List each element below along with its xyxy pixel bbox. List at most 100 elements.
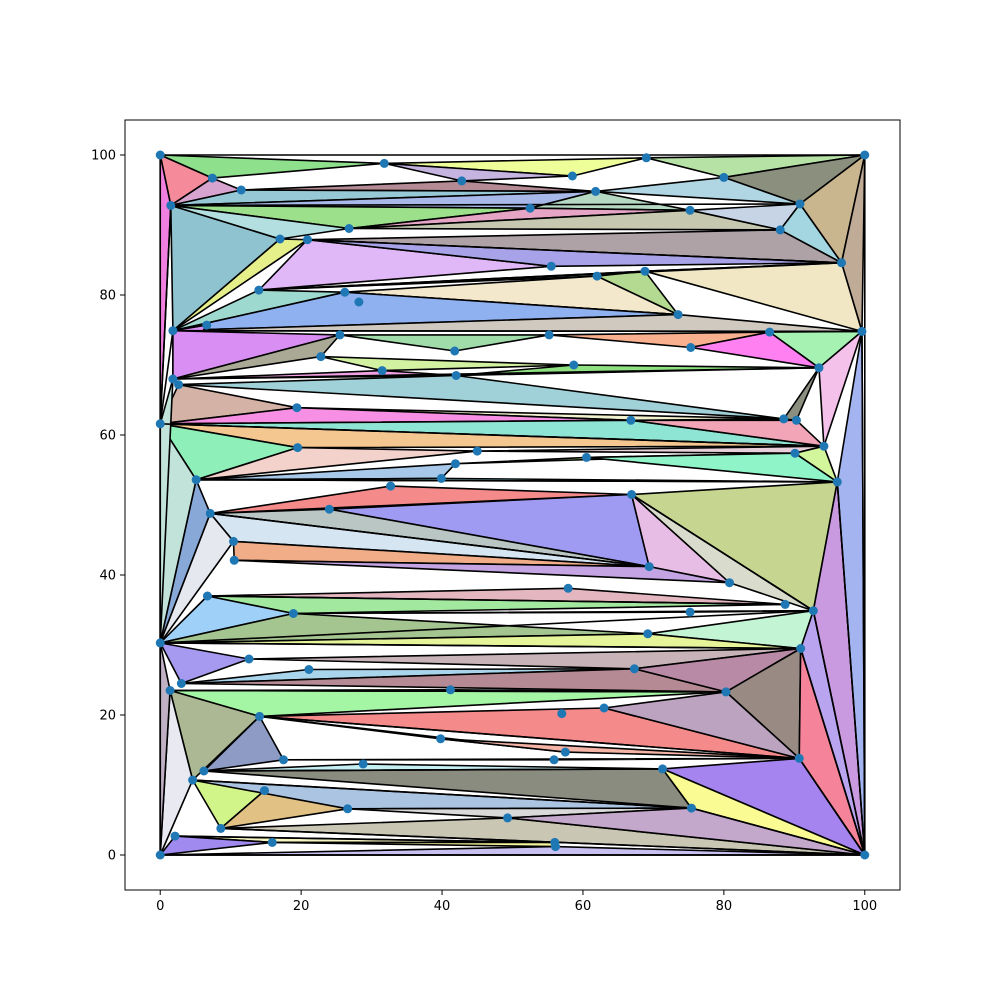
data-point-10 (236, 185, 246, 195)
data-point-62 (229, 555, 239, 565)
data-point-71 (643, 629, 653, 639)
data-point-55 (832, 477, 842, 487)
data-point-85 (560, 747, 570, 757)
data-point-74 (244, 654, 254, 664)
data-point-66 (202, 591, 212, 601)
triangle-76 (292, 609, 815, 615)
triangle-36 (339, 334, 550, 352)
edge-11 (160, 609, 814, 644)
data-point-8 (457, 176, 467, 186)
data-point-88 (549, 755, 559, 765)
triangle-89 (603, 691, 801, 760)
data-point-41 (168, 374, 178, 384)
data-point-43 (292, 403, 302, 413)
data-point-96 (503, 813, 513, 823)
data-point-20 (837, 258, 847, 268)
data-point-40 (451, 371, 461, 380)
data-point-51 (790, 448, 800, 458)
data-point-92 (188, 775, 198, 785)
data-point-78 (165, 686, 175, 695)
data-point-93 (260, 786, 269, 796)
data-point-94 (343, 804, 353, 814)
data-point-44 (626, 415, 636, 425)
data-point-19 (302, 235, 312, 245)
data-point-80 (721, 687, 731, 697)
y-tick-label-4: 80 (99, 289, 116, 304)
data-point-35 (450, 346, 460, 356)
edge-18 (812, 610, 866, 856)
data-point-79 (446, 685, 455, 695)
data-point-38 (814, 363, 824, 373)
data-point-58 (627, 490, 637, 499)
data-point-1 (860, 150, 870, 160)
edge-4 (170, 203, 800, 207)
triangle-93 (203, 715, 285, 772)
data-point-61 (229, 536, 238, 546)
edge-10 (196, 478, 838, 483)
edge-24 (258, 262, 842, 291)
data-point-34 (686, 343, 696, 352)
data-point-81 (599, 703, 609, 713)
data-point-5 (641, 153, 651, 163)
triangle-71 (159, 512, 235, 644)
data-point-0 (155, 150, 165, 160)
data-point-24 (254, 285, 264, 295)
data-point-76 (629, 664, 639, 674)
triangle-54 (195, 446, 479, 481)
edge-5 (159, 205, 172, 424)
x-tick-label-0: 0 (156, 899, 164, 914)
data-point-75 (304, 665, 314, 674)
edge-26 (210, 512, 650, 568)
data-point-47 (155, 419, 165, 429)
data-point-89 (358, 759, 368, 769)
triangle-94 (282, 757, 801, 761)
data-point-60 (324, 504, 334, 514)
edge-32 (175, 835, 555, 844)
edge-7 (159, 330, 174, 424)
edge-28 (259, 715, 800, 760)
data-point-54 (191, 475, 201, 485)
edge-17 (836, 481, 866, 856)
data-point-82 (557, 709, 567, 719)
edge-16 (861, 331, 866, 856)
data-point-53 (450, 459, 460, 469)
plot-area-frame (124, 119, 901, 891)
y-tick-label-1: 20 (99, 709, 116, 724)
y-tick-label-3: 60 (99, 429, 116, 444)
data-point-86 (794, 753, 804, 763)
triangles-layer (159, 154, 866, 856)
triangle-58 (794, 445, 839, 483)
data-point-22 (640, 266, 650, 276)
triangle-20 (169, 204, 350, 240)
edge-25 (631, 493, 814, 612)
edge-9 (160, 423, 824, 447)
data-point-27 (673, 310, 683, 320)
data-point-57 (386, 481, 396, 491)
data-point-49 (293, 443, 303, 453)
data-point-14 (525, 203, 535, 213)
data-point-98 (170, 831, 180, 841)
data-point-39 (377, 366, 387, 376)
triangle-17 (348, 209, 782, 231)
edge-29 (203, 768, 663, 772)
triangle-39 (172, 334, 341, 380)
data-point-11 (591, 186, 601, 196)
edge-23 (307, 238, 842, 264)
data-point-25 (340, 287, 350, 297)
data-point-7 (567, 171, 577, 181)
triangle-111 (159, 835, 274, 856)
data-point-101 (550, 842, 560, 852)
data-point-28 (857, 326, 867, 336)
data-point-72 (155, 638, 165, 648)
data-point-26 (354, 297, 364, 307)
x-tick-label-4: 80 (716, 899, 733, 914)
data-point-29 (168, 326, 178, 336)
x-tick-label-3: 60 (575, 899, 592, 914)
data-point-68 (808, 606, 818, 616)
data-point-73 (796, 644, 806, 653)
data-point-16 (775, 225, 785, 235)
triangle-51 (630, 419, 825, 448)
edge-21 (691, 807, 865, 856)
data-point-63 (644, 562, 654, 572)
